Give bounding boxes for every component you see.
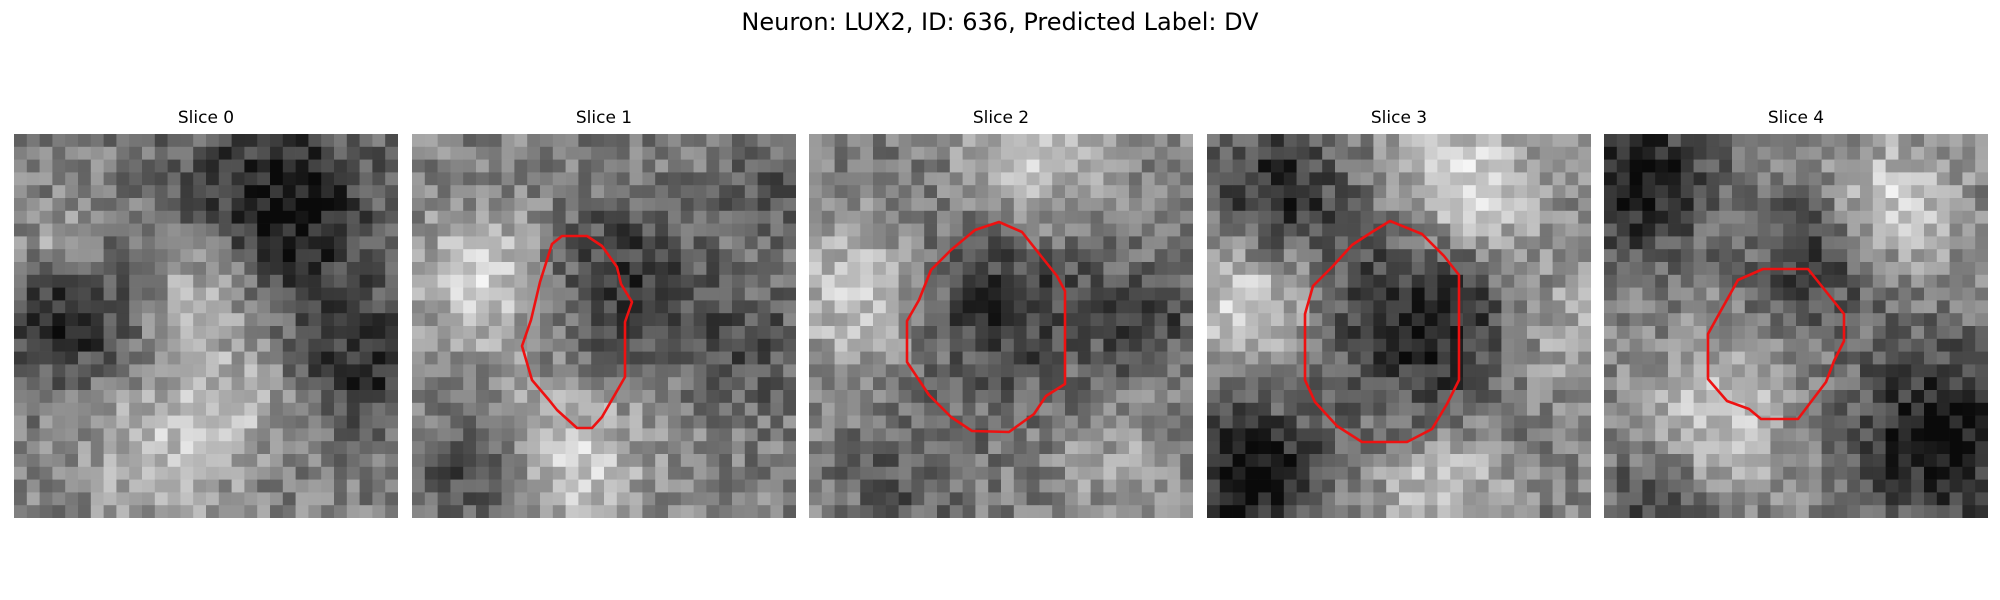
- slice-title-1: Slice 1: [412, 108, 796, 128]
- slice-panel-0: Slice 0: [14, 108, 398, 518]
- slice-panel-4: Slice 4: [1604, 108, 1988, 518]
- slice-pixels-0: [14, 134, 398, 518]
- slice-title-2: Slice 2: [809, 108, 1193, 128]
- slice-pixels-1: [412, 134, 796, 518]
- slice-title-4: Slice 4: [1604, 108, 1988, 128]
- slice-image-4: [1604, 134, 1988, 518]
- slice-pixels-3: [1207, 134, 1591, 518]
- slice-image-2: [809, 134, 1193, 518]
- slice-panel-1: Slice 1: [412, 108, 796, 518]
- slice-image-3: [1207, 134, 1591, 518]
- figure-title: Neuron: LUX2, ID: 636, Predicted Label: …: [0, 8, 2000, 36]
- slice-panel-2: Slice 2: [809, 108, 1193, 518]
- slice-pixels-4: [1604, 134, 1988, 518]
- slice-panel-3: Slice 3: [1207, 108, 1591, 518]
- slice-image-1: [412, 134, 796, 518]
- slice-title-0: Slice 0: [14, 108, 398, 128]
- slice-pixels-2: [809, 134, 1193, 518]
- slice-title-3: Slice 3: [1207, 108, 1591, 128]
- slice-image-0: [14, 134, 398, 518]
